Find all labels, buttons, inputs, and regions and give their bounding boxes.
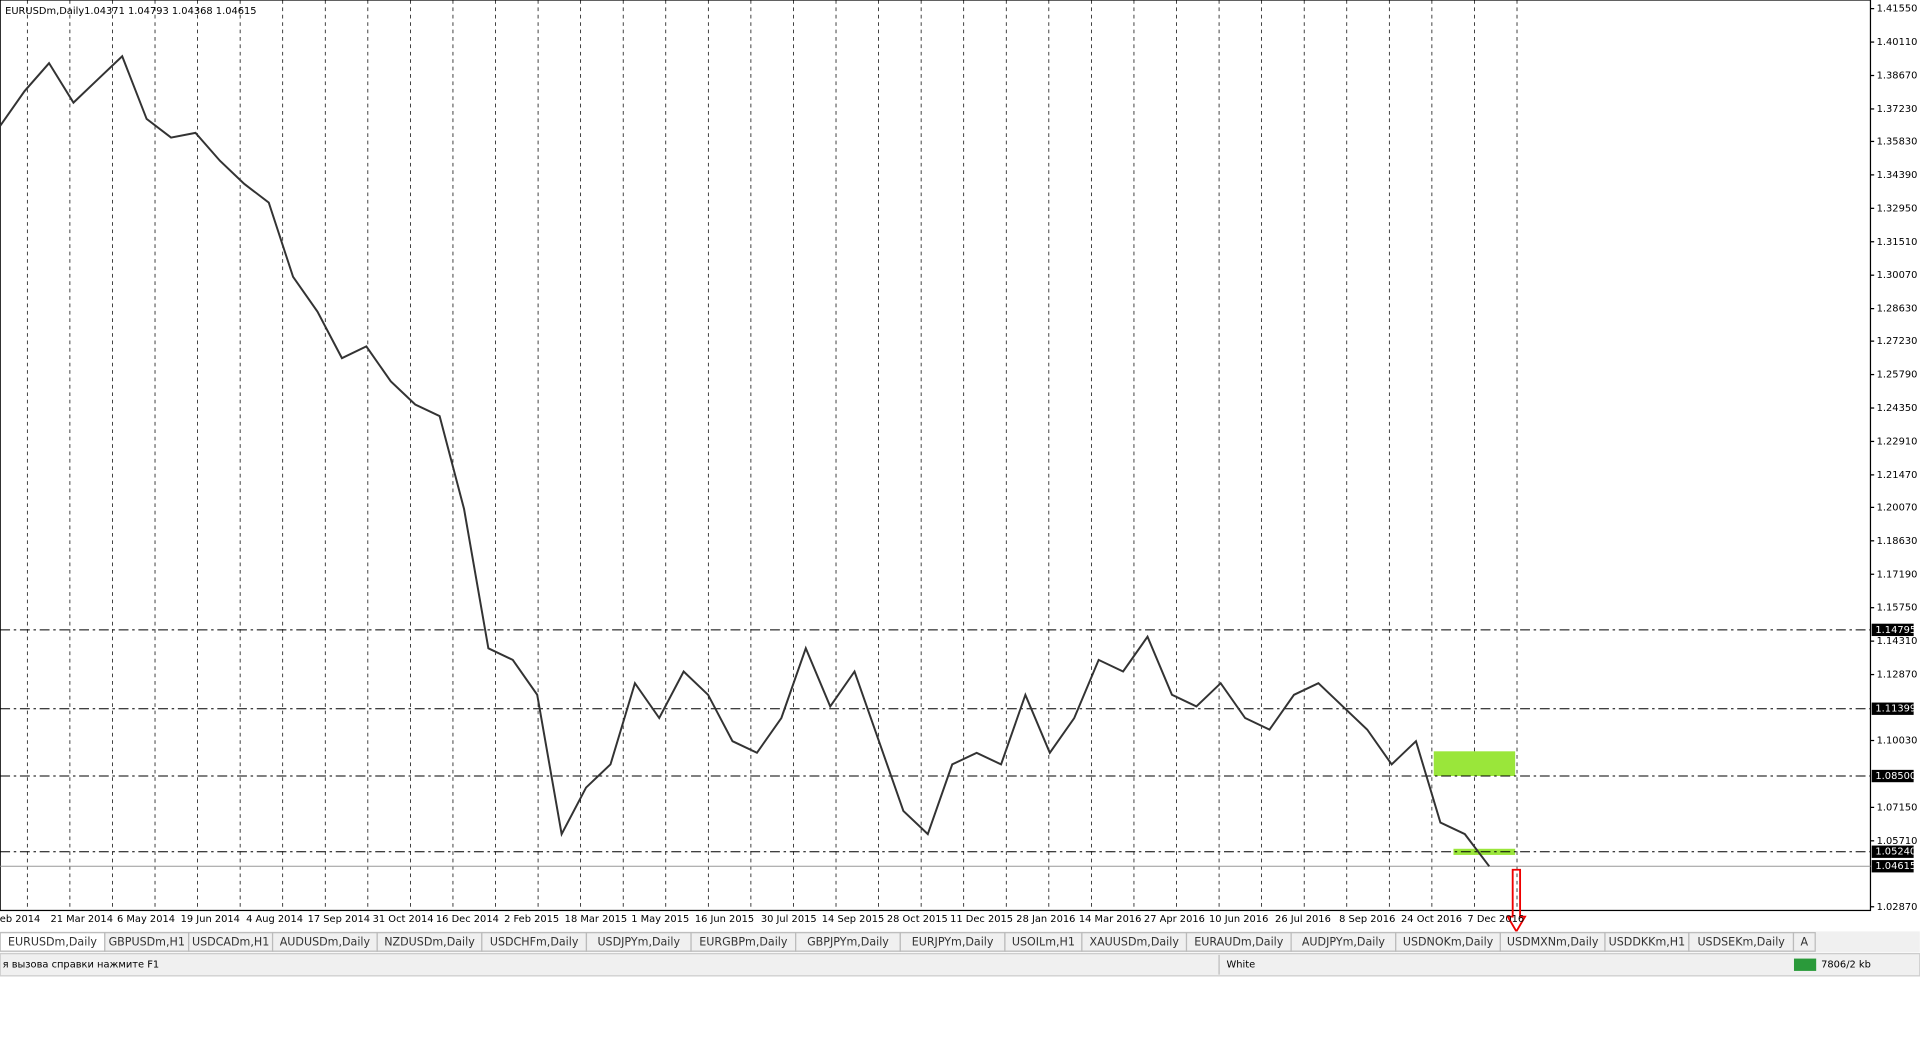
tab-label: A (1801, 936, 1809, 949)
price-label: 1.02870 (1877, 902, 1918, 913)
price-label: 1.34390 (1877, 170, 1918, 181)
price-label: 1.40110 (1877, 37, 1918, 48)
price-label: 1.24350 (1877, 403, 1918, 414)
price-label: 1.20070 (1877, 502, 1918, 513)
time-label: 6 May 2014 (117, 914, 175, 925)
price-label: 1.35830 (1877, 136, 1918, 147)
tab-label: EURJPYm,Daily (912, 936, 994, 949)
connection-icon (1793, 958, 1817, 971)
time-label: Feb 2014 (0, 914, 40, 925)
time-label: 10 Jun 2016 (1209, 914, 1268, 925)
price-label: 1.27230 (1877, 336, 1918, 347)
price-label: 1.15750 (1877, 603, 1918, 614)
time-label: 24 Oct 2016 (1401, 914, 1462, 925)
time-label: 8 Sep 2016 (1339, 914, 1395, 925)
level-label: 1.11399 (1875, 704, 1916, 715)
level-label: 1.14795 (1875, 625, 1916, 636)
tab-label: XAUUSDm,Daily (1089, 936, 1179, 949)
level-label-box (1871, 769, 1914, 783)
price-label: 1.07150 (1877, 802, 1918, 813)
tab-label: AUDJPYm,Daily (1302, 936, 1386, 949)
tab-label: USOILm,H1 (1012, 936, 1075, 949)
price-label: 1.22910 (1877, 436, 1918, 447)
price-label: 1.32950 (1877, 203, 1918, 214)
time-label: 2 Feb 2015 (504, 914, 559, 925)
tab-label: EURUSDm,Daily (8, 936, 97, 949)
price-label: 1.12870 (1877, 670, 1918, 681)
level-label-box (1871, 860, 1914, 873)
time-label: 16 Jun 2015 (695, 914, 754, 925)
tab[interactable] (1792, 932, 1816, 952)
level-label-box (1871, 702, 1914, 715)
tab-label: GBPUSDm,H1 (109, 936, 185, 949)
price-line (0, 54, 1491, 867)
time-label: 27 Apr 2016 (1144, 914, 1205, 925)
price-label: 1.25790 (1877, 370, 1918, 381)
tab-label: EURAUDm,Daily (1194, 936, 1283, 949)
tab-label: NZDUSDm,Daily (384, 936, 475, 949)
chart-frame (0, 0, 1872, 912)
tab-label: EURGBPm,Daily (699, 936, 788, 949)
chart-quote: 1.04371 1.04793 1.04368 1.04615 (84, 6, 257, 17)
price-label: 1.31510 (1877, 237, 1918, 248)
time-label: 17 Sep 2014 (308, 914, 371, 925)
level-label-box (1871, 623, 1914, 637)
tab-label: USDNOKm,Daily (1403, 936, 1494, 949)
time-label: 28 Oct 2015 (887, 914, 948, 925)
level-label: 1.05240 (1875, 847, 1916, 858)
time-label: 1 May 2015 (631, 914, 689, 925)
price-label: 1.37230 (1877, 104, 1918, 115)
price-label: 1.41550 (1877, 4, 1918, 15)
level-label: 1.04615 (1875, 861, 1916, 872)
price-label: 1.17190 (1877, 569, 1918, 580)
tab-label: USDCHFm,Daily (490, 936, 579, 949)
chart-symbol: EURUSDm,Daily (5, 6, 84, 17)
tab-label: USDMXNm,Daily (1507, 936, 1599, 949)
time-label: 14 Mar 2016 (1079, 914, 1142, 925)
tab-label: USDJPYm,Daily (597, 936, 680, 949)
time-label: 26 Jul 2016 (1275, 914, 1331, 925)
price-label: 1.38670 (1877, 71, 1918, 82)
tab-label: AUDUSDm,Daily (280, 936, 371, 949)
time-label: 18 Mar 2015 (565, 914, 628, 925)
time-label: 4 Aug 2014 (246, 914, 303, 925)
price-label: 1.05710 (1877, 836, 1918, 847)
time-label: 16 Dec 2014 (436, 914, 499, 925)
price-label: 1.30070 (1877, 270, 1918, 281)
time-label: 7 Dec 2016 (1467, 914, 1524, 925)
time-label: 30 Jul 2015 (761, 914, 817, 925)
time-label: 21 Mar 2014 (50, 914, 113, 925)
tab-label: USDCADm,H1 (192, 936, 269, 949)
price-label: 1.14310 (1877, 636, 1918, 647)
status-bar (0, 953, 1920, 977)
status-help: я вызова справки нажмите F1 (3, 960, 160, 971)
level-label-box (1871, 845, 1914, 858)
tab-label: GBPJPYm,Daily (807, 936, 889, 949)
price-label: 1.21470 (1877, 470, 1918, 481)
price-label: 1.10030 (1877, 736, 1918, 747)
price-label: 1.28630 (1877, 304, 1918, 315)
status-traffic: 7806/2 kb (1821, 960, 1871, 971)
time-label: 31 Oct 2014 (373, 914, 434, 925)
status-profile: White (1226, 960, 1255, 971)
tab-label: USDDKKm,H1 (1609, 936, 1686, 949)
zone-rect (1433, 751, 1516, 776)
arrow (1506, 868, 1527, 934)
level-label: 1.08500 (1875, 771, 1916, 782)
tab-label: USDSEKm,Daily (1697, 936, 1785, 949)
time-label: 19 Jun 2014 (181, 914, 240, 925)
time-label: 28 Jan 2016 (1016, 914, 1075, 925)
time-label: 11 Dec 2015 (950, 914, 1013, 925)
price-label: 1.18630 (1877, 536, 1918, 547)
time-label: 14 Sep 2015 (822, 914, 885, 925)
